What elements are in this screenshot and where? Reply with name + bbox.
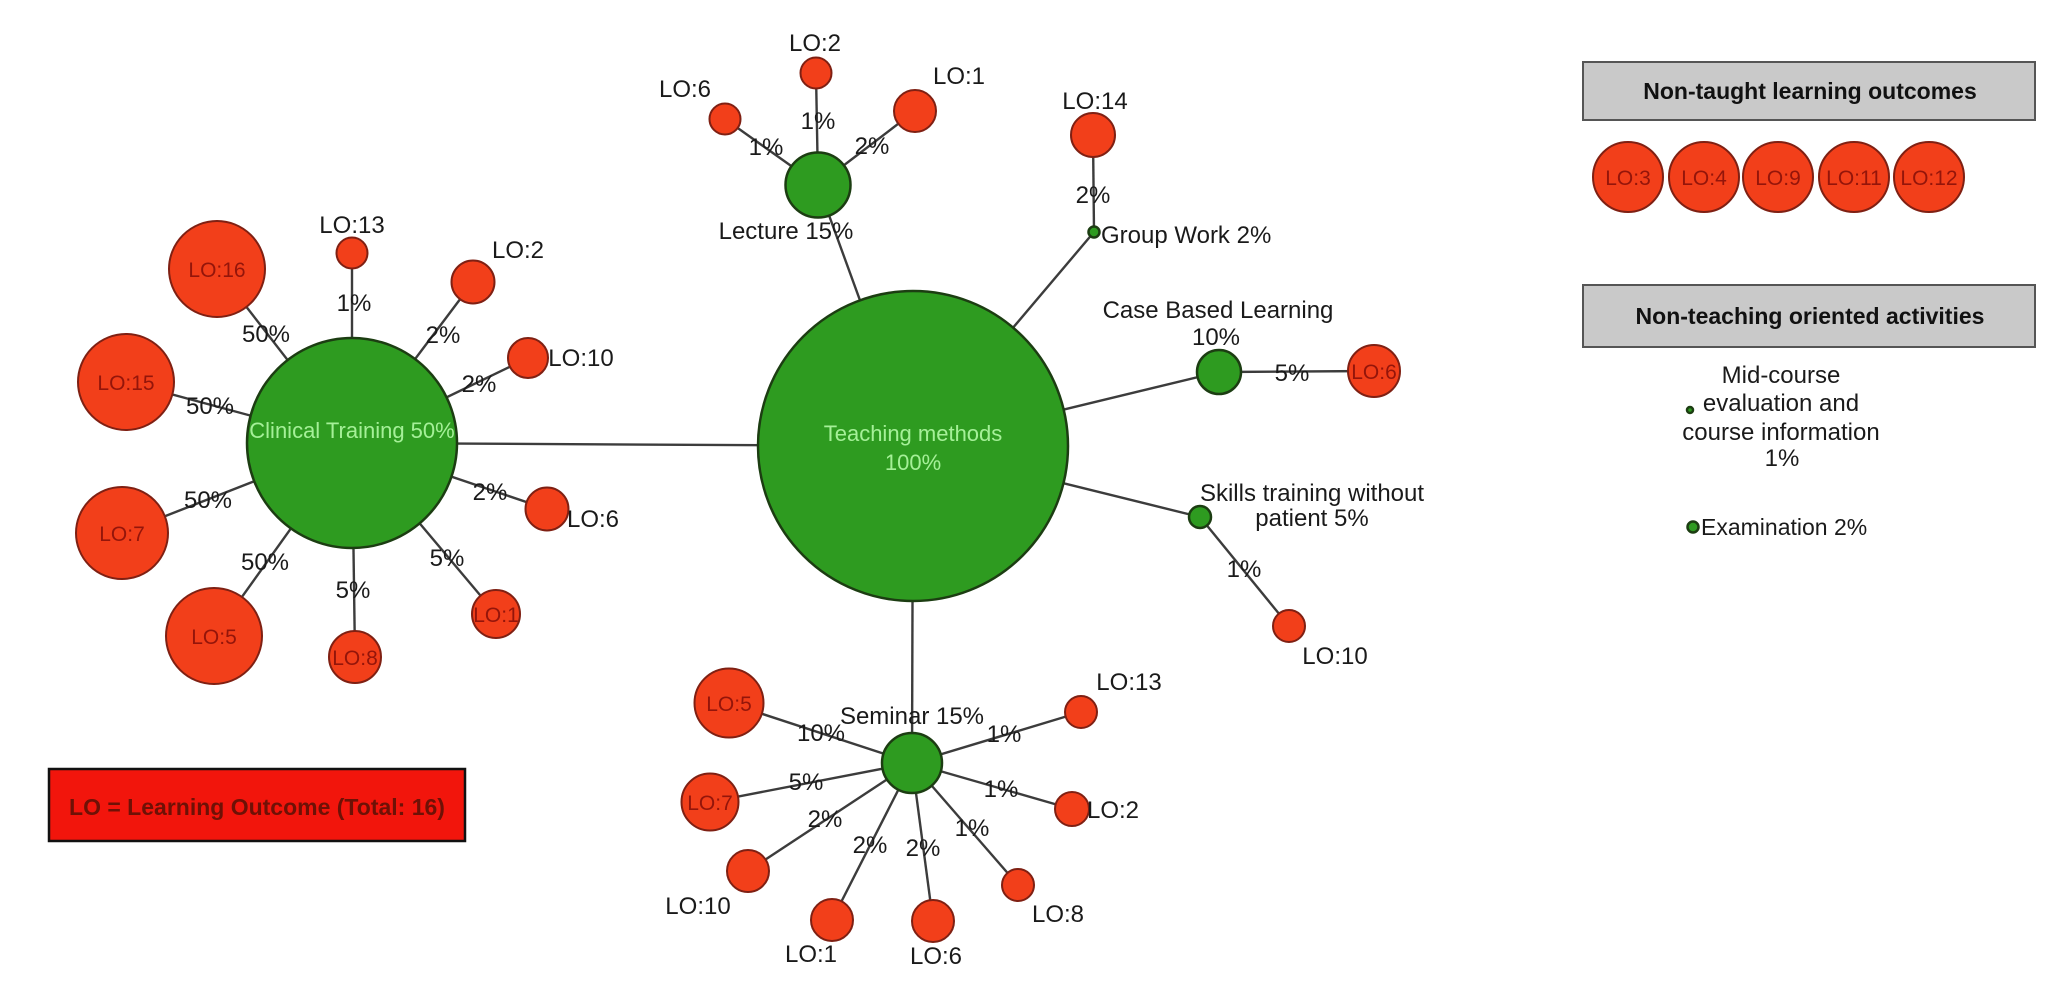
- svg-text:LO:14: LO:14: [1062, 88, 1127, 115]
- svg-text:1%: 1%: [1227, 556, 1262, 583]
- svg-text:5%: 5%: [1275, 360, 1310, 387]
- svg-text:Non-teaching oriented activiti: Non-teaching oriented activities: [1636, 303, 1985, 329]
- svg-text:LO:13: LO:13: [319, 212, 384, 239]
- svg-text:LO:3: LO:3: [1605, 167, 1651, 190]
- svg-text:100%: 100%: [885, 450, 941, 475]
- svg-text:50%: 50%: [186, 393, 234, 420]
- svg-text:Group Work 2%: Group Work 2%: [1101, 222, 1271, 249]
- svg-text:Lecture 15%: Lecture 15%: [719, 218, 854, 245]
- svg-text:50%: 50%: [184, 487, 232, 514]
- svg-text:patient 5%: patient 5%: [1255, 505, 1368, 532]
- svg-text:2%: 2%: [426, 322, 461, 349]
- svg-text:LO:6: LO:6: [910, 943, 962, 970]
- svg-text:LO:5: LO:5: [706, 693, 752, 716]
- svg-text:LO:10: LO:10: [548, 345, 613, 372]
- svg-text:LO:8: LO:8: [332, 647, 378, 670]
- svg-text:50%: 50%: [241, 549, 289, 576]
- svg-text:course information: course information: [1682, 419, 1879, 446]
- svg-text:Mid-course: Mid-course: [1722, 362, 1841, 389]
- svg-text:Clinical Training 50%: Clinical Training 50%: [249, 418, 454, 443]
- svg-text:5%: 5%: [430, 545, 465, 572]
- svg-text:LO:6: LO:6: [1351, 361, 1397, 384]
- svg-text:LO:2: LO:2: [1087, 797, 1139, 824]
- svg-text:2%: 2%: [808, 806, 843, 833]
- svg-text:LO:12: LO:12: [1900, 167, 1957, 190]
- svg-text:evaluation and: evaluation and: [1703, 390, 1859, 417]
- svg-text:1%: 1%: [337, 290, 372, 317]
- svg-text:Seminar 15%: Seminar 15%: [840, 703, 984, 730]
- svg-text:LO:16: LO:16: [188, 259, 245, 282]
- svg-text:LO:2: LO:2: [492, 237, 544, 264]
- svg-text:50%: 50%: [242, 321, 290, 348]
- svg-text:LO:9: LO:9: [1755, 167, 1801, 190]
- svg-text:LO = Learning Outcome (Total:: LO = Learning Outcome (Total: 16): [69, 794, 445, 820]
- svg-text:Examination 2%: Examination 2%: [1701, 514, 1867, 540]
- svg-text:10%: 10%: [797, 720, 845, 747]
- svg-text:Non-taught learning outcomes: Non-taught learning outcomes: [1643, 78, 1977, 104]
- svg-text:10%: 10%: [1192, 324, 1240, 351]
- svg-text:LO:15: LO:15: [97, 372, 154, 395]
- svg-text:2%: 2%: [462, 371, 497, 398]
- svg-text:2%: 2%: [853, 832, 888, 859]
- svg-text:LO:7: LO:7: [687, 792, 733, 815]
- svg-text:Case Based Learning: Case Based Learning: [1103, 297, 1334, 324]
- svg-text:1%: 1%: [749, 134, 784, 161]
- svg-text:LO:8: LO:8: [1032, 901, 1084, 928]
- svg-text:LO:11: LO:11: [1826, 167, 1882, 190]
- svg-text:LO:5: LO:5: [191, 626, 237, 649]
- svg-text:LO:4: LO:4: [1681, 167, 1727, 190]
- svg-text:LO:7: LO:7: [99, 523, 145, 546]
- svg-text:Teaching methods: Teaching methods: [824, 421, 1003, 446]
- svg-text:2%: 2%: [1076, 182, 1111, 209]
- svg-text:LO:6: LO:6: [567, 506, 619, 533]
- svg-text:LO:1: LO:1: [933, 63, 985, 90]
- svg-text:2%: 2%: [855, 133, 890, 160]
- svg-text:LO:2: LO:2: [789, 30, 841, 57]
- svg-text:5%: 5%: [789, 769, 824, 796]
- svg-text:2%: 2%: [473, 479, 508, 506]
- svg-text:1%: 1%: [955, 815, 990, 842]
- svg-text:LO:10: LO:10: [665, 893, 730, 920]
- svg-text:1%: 1%: [984, 776, 1019, 803]
- svg-text:LO:13: LO:13: [1096, 669, 1161, 696]
- svg-text:LO:1: LO:1: [473, 604, 519, 627]
- svg-text:LO:10: LO:10: [1302, 643, 1367, 670]
- svg-text:1%: 1%: [987, 721, 1022, 748]
- svg-text:LO:1: LO:1: [785, 941, 837, 968]
- svg-text:Skills training without: Skills training without: [1200, 480, 1424, 507]
- svg-text:LO:6: LO:6: [659, 76, 711, 103]
- svg-text:2%: 2%: [906, 835, 941, 862]
- svg-text:1%: 1%: [1765, 445, 1800, 472]
- svg-text:5%: 5%: [336, 577, 371, 604]
- svg-text:1%: 1%: [801, 108, 836, 135]
